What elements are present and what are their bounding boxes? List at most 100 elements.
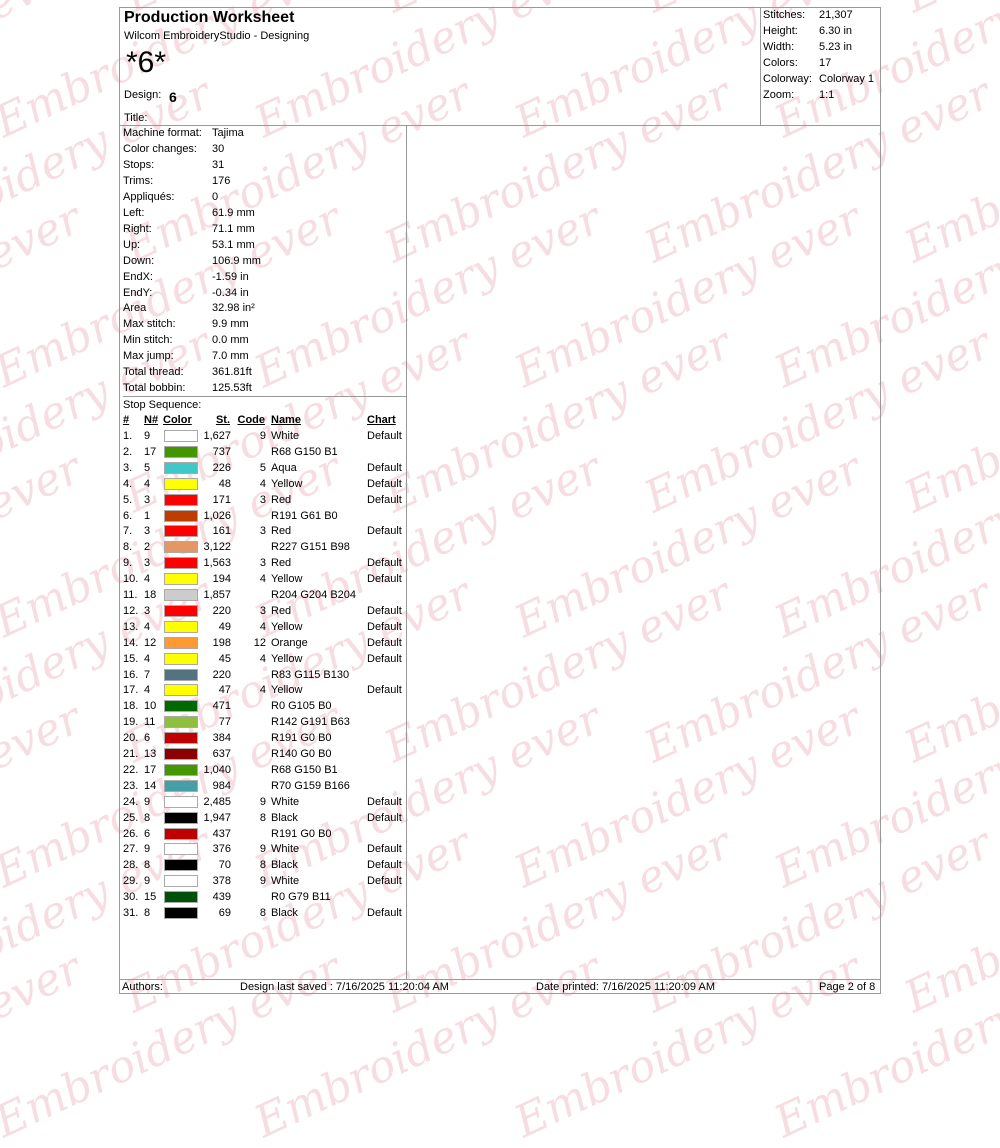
color-name: R204 G204 B204 (271, 589, 357, 601)
stat-value: 7.0 mm (212, 350, 249, 363)
column-header-stitch-count: St. (216, 412, 230, 428)
stop-number: 1. (123, 430, 133, 442)
code (120, 714, 266, 730)
chart: Default (367, 604, 402, 617)
color-swatch (164, 541, 198, 554)
needle-number: 4 (144, 573, 151, 586)
code: 8 (259, 811, 266, 824)
stop-number: 6. (123, 509, 133, 522)
stat-value: 361.81ft (212, 366, 252, 379)
table-row: 14. 12 198 12 Orange Default (120, 635, 407, 651)
table-row: 7. 3 161 3 Red Default (120, 523, 407, 539)
needle-number: 1 (144, 509, 151, 522)
stop-number: 4. (123, 477, 133, 490)
code (120, 508, 266, 524)
color-name: Orange (271, 636, 308, 649)
code (120, 778, 266, 794)
column-header-code: Code (238, 412, 266, 428)
info-value: 21,307 (819, 9, 853, 21)
stat-value: 125.53ft (212, 382, 252, 395)
needle-number: 9 (144, 430, 151, 442)
stat-label: EndX: (123, 270, 153, 283)
info-label: Zoom: (763, 89, 795, 101)
column-header-text: N# (144, 414, 159, 426)
color-name: R191 G0 B0 (271, 732, 332, 745)
code: 9 (259, 843, 266, 856)
color-name: R142 G191 B63 (271, 716, 350, 729)
color-name: White (271, 843, 300, 856)
code: 9 (259, 795, 266, 808)
needle-number: 8 (144, 859, 151, 872)
table-row: 3. 5 226 5 Aqua Default (120, 460, 407, 476)
stat-value: 61.9 mm (212, 206, 255, 219)
color-swatch (164, 732, 198, 745)
column-header-text: Color (163, 414, 192, 426)
color-name: R140 G0 B0 (271, 748, 332, 760)
needle-number: 15 (144, 891, 157, 904)
code (120, 889, 266, 905)
needle-number: 11 (144, 716, 156, 729)
code (120, 762, 266, 778)
stitch-count: 3,122 (203, 541, 231, 554)
color-name: R191 G61 B0 (271, 509, 338, 522)
column-header-color-name: Name (271, 412, 301, 428)
chart: Default (367, 636, 402, 649)
code: 4 (259, 477, 266, 490)
stop-number: 12. (123, 604, 139, 617)
column-header-text: Chart (367, 414, 396, 426)
color-swatch (164, 445, 198, 458)
color-swatch (164, 573, 198, 586)
watermark-logo: Embroidery ever (896, 318, 1000, 523)
info-value: 6.30 in (819, 25, 853, 37)
needle-number: 5 (144, 461, 151, 474)
color-name: Yellow (271, 573, 303, 586)
color-name: White (271, 875, 300, 888)
color-swatch (164, 604, 198, 617)
stat-value: 31 (212, 158, 225, 171)
color-name: Yellow (271, 620, 303, 633)
stop-number: 8. (123, 541, 133, 554)
stop-number: 22. (123, 763, 139, 776)
stop-number: 2. (123, 445, 133, 458)
stop-number: 18. (123, 700, 139, 713)
code: 4 (259, 573, 266, 586)
stitch-count: 378 (212, 875, 231, 888)
stop-number: 25. (123, 811, 139, 824)
color-name: Aqua (271, 461, 297, 474)
stop-number: 3. (123, 461, 133, 474)
chart: Default (367, 430, 402, 442)
stat-value: 30 (212, 142, 225, 155)
stitch-count: 637 (212, 748, 231, 760)
watermark-logo: Embroidery ever (896, 68, 1000, 273)
stat-value: 0.0 mm (212, 334, 249, 347)
table-row: 12. 3 220 3 Red Default (120, 603, 407, 619)
stat-label: EndY: (123, 286, 153, 299)
stop-number: 31. (123, 907, 139, 919)
color-name: R227 G151 B98 (271, 541, 350, 554)
code: 3 (259, 493, 266, 506)
needle-number: 2 (144, 541, 151, 554)
column-header-text: # (123, 414, 130, 426)
chart: Default (367, 525, 402, 538)
color-name: Black (271, 859, 298, 872)
stitch-count: 69 (218, 907, 231, 919)
stat-value: -0.34 in (212, 286, 249, 299)
table-row: 16. 7 220 R83 G115 B130 (120, 667, 407, 683)
code (120, 539, 266, 555)
color-name: Red (271, 525, 292, 538)
design-value: 6 (169, 89, 177, 105)
table-row: 17. 4 47 4 Yellow Default (120, 682, 407, 698)
watermark-logo: Embroidery ever (0, 0, 89, 148)
color-name: White (271, 430, 300, 442)
chart: Default (367, 907, 402, 919)
color-swatch (164, 589, 198, 601)
table-row: 28. 8 70 8 Black Default (120, 857, 407, 873)
stitch-count: 161 (212, 525, 231, 538)
watermark-logo: Embroidery ever (0, 443, 89, 648)
code (120, 730, 266, 746)
stop-number: 30. (123, 891, 139, 904)
code (120, 826, 266, 842)
table-row: 21. 13 637 R140 G0 B0 (120, 746, 407, 762)
column-header-color: Color (163, 412, 192, 428)
color-swatch (164, 525, 198, 538)
